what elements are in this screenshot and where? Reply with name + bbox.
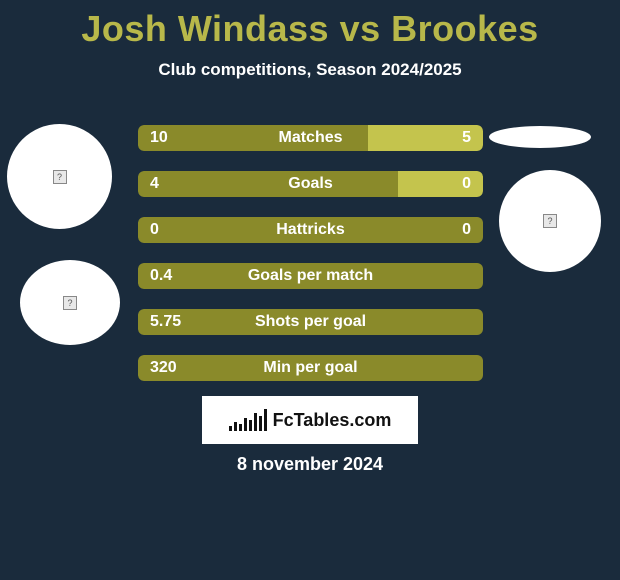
player2-value: 5 (462, 125, 471, 151)
player2-avatar-ellipse (489, 126, 591, 148)
stat-label: Shots per goal (138, 309, 483, 335)
stat-label: Min per goal (138, 355, 483, 381)
stat-row: Min per goal320 (138, 355, 483, 381)
stat-row: Goals4 0 (138, 171, 483, 197)
stat-label: Goals (138, 171, 483, 197)
player1-value: 0 (150, 217, 159, 243)
logo-bars-icon (229, 409, 267, 431)
date-label: 8 november 2024 (0, 454, 620, 475)
player1-value: 10 (150, 125, 168, 151)
player1-avatar-bottom: ? (20, 260, 120, 345)
player2-avatar: ? (499, 170, 601, 272)
stat-row: Matches10 5 (138, 125, 483, 151)
comparison-rows: Matches105Goals40Hattricks00Goals per ma… (138, 125, 483, 401)
image-placeholder-icon: ? (53, 170, 67, 184)
player1-value: 4 (150, 171, 159, 197)
player1-avatar-top: ? (7, 124, 112, 229)
image-placeholder-icon: ? (543, 214, 557, 228)
stat-label: Matches (138, 125, 483, 151)
stat-row: Shots per goal5.75 (138, 309, 483, 335)
player2-value: 0 (462, 171, 471, 197)
player1-value: 320 (150, 355, 177, 381)
stat-label: Goals per match (138, 263, 483, 289)
logo-text: FcTables.com (273, 410, 392, 431)
page-subtitle: Club competitions, Season 2024/2025 (0, 60, 620, 80)
stat-row: Goals per match0.4 (138, 263, 483, 289)
player1-value: 5.75 (150, 309, 181, 335)
stat-label: Hattricks (138, 217, 483, 243)
stat-row: Hattricks0 0 (138, 217, 483, 243)
player2-value: 0 (462, 217, 471, 243)
fctables-logo: FcTables.com (202, 396, 418, 444)
player1-value: 0.4 (150, 263, 172, 289)
image-placeholder-icon: ? (63, 296, 77, 310)
page-title: Josh Windass vs Brookes (0, 0, 620, 50)
